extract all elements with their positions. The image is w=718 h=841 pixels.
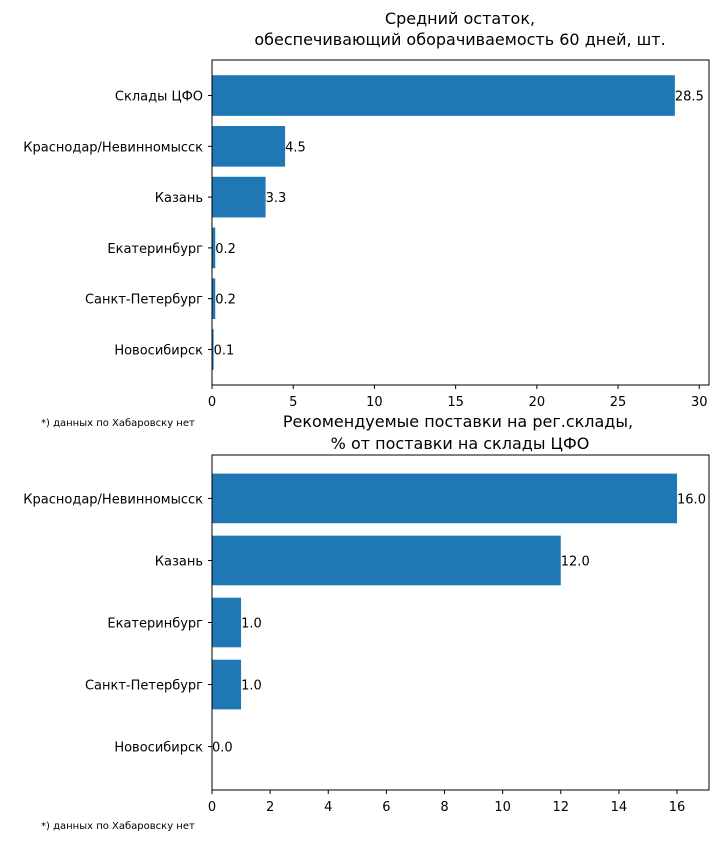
bar-2 xyxy=(212,535,561,586)
bar-1 xyxy=(212,75,675,116)
x-tick-label-7: 12 xyxy=(552,800,569,815)
y-tick-label-1: Краснодар/Невинномысск xyxy=(23,492,203,507)
data-label-1: 28.5 xyxy=(675,90,704,105)
data-label-6: 0.1 xyxy=(214,343,235,358)
chart-1-axes-frame xyxy=(211,59,710,386)
chart-2-axes-frame xyxy=(211,454,710,791)
x-tick-label-6: 10 xyxy=(494,800,511,815)
bar-3 xyxy=(212,597,242,648)
bar-4 xyxy=(212,659,242,710)
x-tick-label-1: 0 xyxy=(208,395,216,410)
bar-1 xyxy=(212,473,678,524)
x-tick-label-4: 15 xyxy=(447,395,464,410)
x-tick-label-5: 8 xyxy=(440,800,448,815)
chart-2-title-line-2: % от поставки на склады ЦФО xyxy=(331,434,590,453)
x-tick-label-7: 30 xyxy=(691,395,708,410)
x-tick-label-3: 10 xyxy=(366,395,383,410)
y-tick-label-2: Краснодар/Невинномысск xyxy=(23,140,203,155)
bar-2 xyxy=(212,126,286,167)
y-tick-label-5: Санкт-Петербург xyxy=(85,293,203,308)
x-tick-label-9: 16 xyxy=(669,800,686,815)
data-label-4: 0.2 xyxy=(215,242,236,257)
chart-1-title-line-2: обеспечивающий оборачиваемость 60 дней, … xyxy=(254,30,665,49)
y-tick-label-2: Казань xyxy=(155,554,203,569)
data-label-2: 4.5 xyxy=(285,140,306,155)
x-tick-label-2: 2 xyxy=(266,800,274,815)
data-label-5: 0.2 xyxy=(215,293,236,308)
chart-1-footnote: *) данных по Хабаровску нет xyxy=(41,418,195,429)
chart-2-title-line-1: Рекомендуемые поставки на рег.склады, xyxy=(283,412,633,431)
y-tick-label-1: Склады ЦФО xyxy=(115,90,203,105)
x-tick-label-2: 5 xyxy=(289,395,297,410)
data-label-5: 0.0 xyxy=(212,741,233,756)
data-label-3: 1.0 xyxy=(241,617,262,632)
x-tick-label-8: 14 xyxy=(611,800,628,815)
y-tick-label-6: Новосибирск xyxy=(114,343,203,358)
bar-5 xyxy=(212,278,216,319)
x-tick-label-5: 20 xyxy=(529,395,546,410)
data-label-4: 1.0 xyxy=(241,679,262,694)
data-label-2: 12.0 xyxy=(561,554,590,569)
bar-6 xyxy=(212,329,214,370)
y-tick-label-5: Новосибирск xyxy=(114,741,203,756)
bar-4 xyxy=(212,227,216,269)
chart-average-stock: Средний остаток, обеспечивающий оборачив… xyxy=(23,9,710,429)
y-tick-label-3: Екатеринбург xyxy=(107,617,203,632)
y-tick-label-4: Санкт-Петербург xyxy=(85,679,203,694)
x-tick-label-3: 4 xyxy=(324,800,332,815)
x-tick-label-6: 25 xyxy=(610,395,627,410)
data-label-3: 3.3 xyxy=(266,191,287,206)
y-tick-label-4: Екатеринбург xyxy=(107,242,203,257)
chart-2-footnote: *) данных по Хабаровску нет xyxy=(41,821,195,832)
chart-recommended-supply: Рекомендуемые поставки на рег.склады, % … xyxy=(23,412,710,832)
y-tick-label-3: Казань xyxy=(155,191,203,206)
data-label-1: 16.0 xyxy=(677,492,706,507)
bar-3 xyxy=(212,176,266,218)
chart-1-title-line-1: Средний остаток, xyxy=(385,9,535,28)
x-tick-label-1: 0 xyxy=(208,800,216,815)
x-tick-label-4: 6 xyxy=(382,800,390,815)
